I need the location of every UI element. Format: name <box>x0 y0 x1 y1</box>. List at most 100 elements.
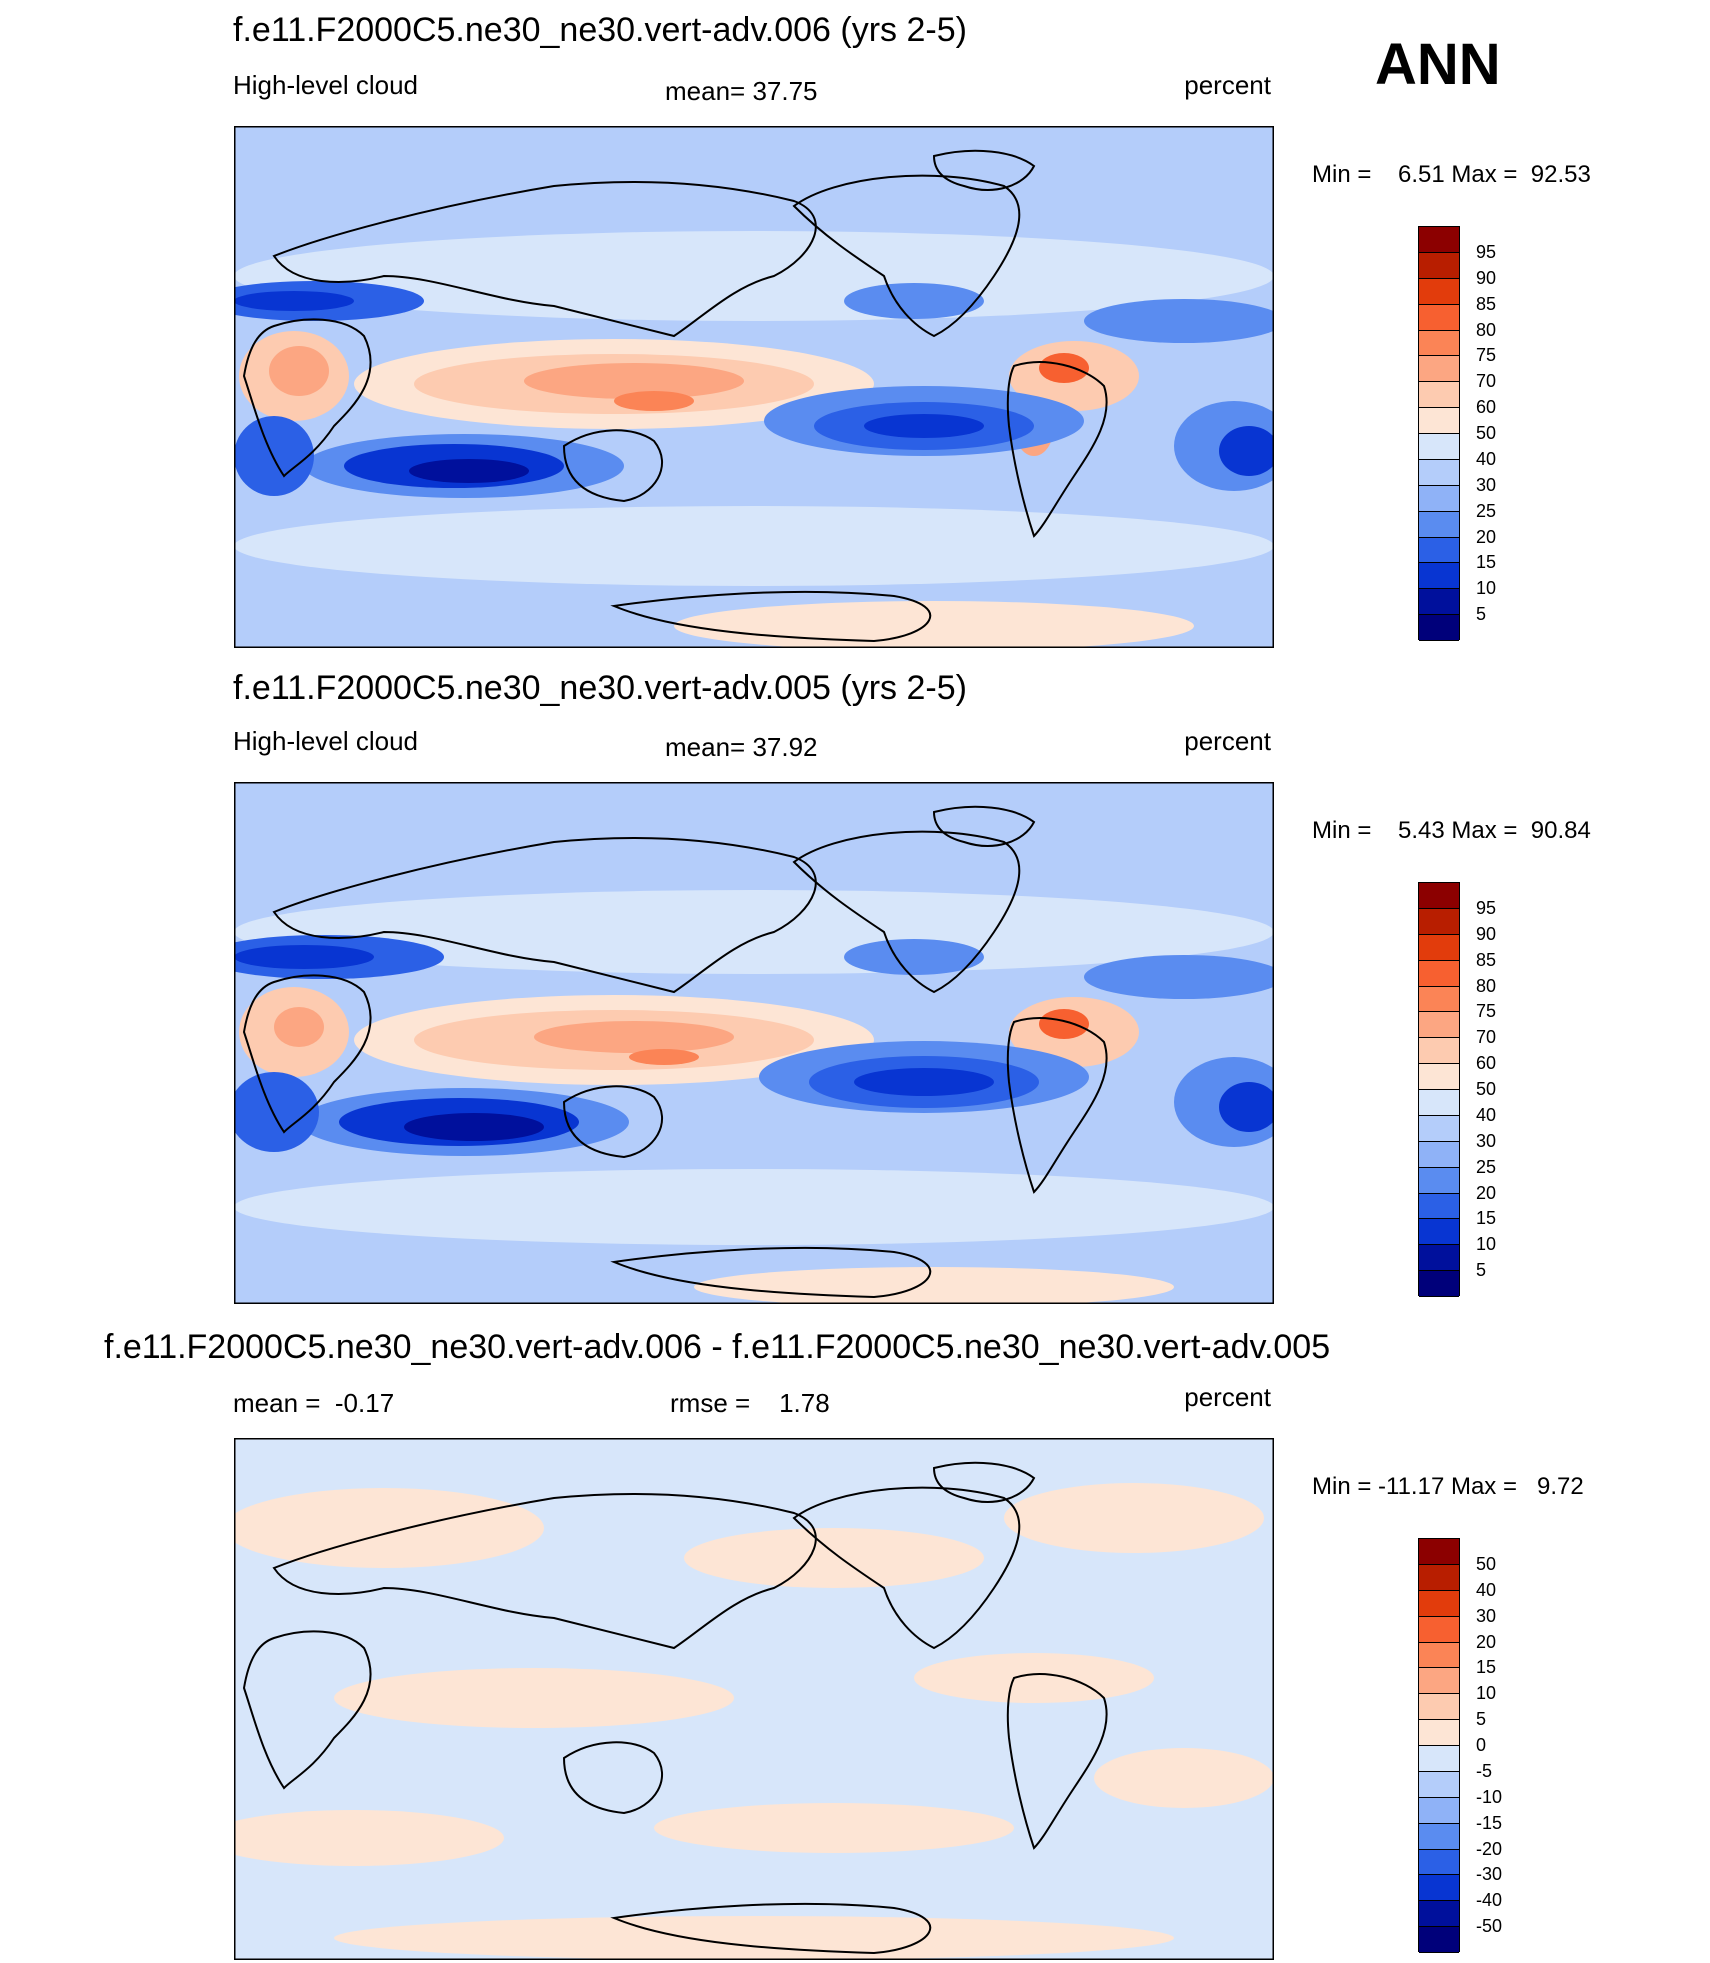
colorbar-swatch <box>1419 252 1459 279</box>
colorbar-tick-label: 75 <box>1476 345 1497 366</box>
season-label: ANN <box>1375 32 1501 97</box>
colorbar-tick-label: 85 <box>1476 949 1497 970</box>
panel1-map <box>234 126 1274 648</box>
colorbar-tick-label: 15 <box>1476 1657 1497 1678</box>
colorbar-tick-label: 80 <box>1476 975 1497 996</box>
colorbar-swatch <box>1419 1245 1459 1272</box>
colorbar-tick-label: 80 <box>1476 319 1497 340</box>
colorbar-tick-label: 5 <box>1476 1709 1487 1730</box>
panel3-mean: mean = -0.17 <box>233 1388 395 1418</box>
colorbar-swatch <box>1419 459 1459 486</box>
panel2-title: f.e11.F2000C5.ne30_ne30.vert-adv.005 (yr… <box>233 669 967 707</box>
colorbar-swatch <box>1419 1193 1459 1220</box>
panel1-mean: mean= 37.75 <box>665 76 818 106</box>
colorbar-tick-label: 20 <box>1476 1631 1497 1652</box>
colorbar-tick-label: 15 <box>1476 1208 1497 1229</box>
colorbar-tick-label: 30 <box>1476 1130 1497 1151</box>
colorbar-swatch <box>1419 356 1459 383</box>
colorbar-swatch <box>1419 1927 1459 1953</box>
colorbar-tick-label: 10 <box>1476 1683 1497 1704</box>
colorbar-swatch <box>1419 1090 1459 1116</box>
colorbar-tick-label: 90 <box>1476 923 1497 944</box>
colorbar-swatch <box>1419 1849 1459 1876</box>
colorbar-swatch <box>1419 1012 1459 1039</box>
colorbar-tick-label: 70 <box>1476 371 1497 392</box>
colorbar-tick-label: -50 <box>1476 1916 1503 1937</box>
colorbar-tick-label: 5 <box>1476 1260 1487 1281</box>
colorbar-swatch <box>1419 434 1459 460</box>
panel2-units: percent <box>1184 726 1271 756</box>
colorbar-tick-label: -30 <box>1476 1864 1503 1885</box>
colorbar-swatch <box>1419 1694 1459 1721</box>
colorbar-swatch <box>1419 563 1459 590</box>
colorbar-swatch <box>1419 485 1459 512</box>
colorbar-swatch <box>1419 1642 1459 1669</box>
colorbar-swatch <box>1419 1746 1459 1772</box>
colorbar-tick-label: 20 <box>1476 1182 1497 1203</box>
colorbar-tick-label: 10 <box>1476 1234 1497 1255</box>
panel1-colorbar <box>1418 226 1460 641</box>
colorbar-swatch <box>1419 908 1459 935</box>
colorbar-swatch <box>1419 1875 1459 1902</box>
colorbar-swatch <box>1419 1797 1459 1824</box>
colorbar-swatch <box>1419 1167 1459 1194</box>
panel2-left-text: High-level cloud <box>233 726 418 756</box>
colorbar-tick-label: 50 <box>1476 423 1497 443</box>
colorbar-swatch <box>1419 1271 1459 1297</box>
panel3-title: f.e11.F2000C5.ne30_ne30.vert-adv.006 - f… <box>104 1328 1331 1366</box>
colorbar-tick-label: -5 <box>1476 1760 1493 1781</box>
panel1-title: f.e11.F2000C5.ne30_ne30.vert-adv.006 (yr… <box>233 11 967 49</box>
colorbar-swatch <box>1419 1564 1459 1591</box>
panel2-map <box>234 782 1274 1304</box>
colorbar-tick-label: 30 <box>1476 1605 1497 1626</box>
colorbar-tick-label: 25 <box>1476 1156 1497 1177</box>
colorbar-tick-label: -40 <box>1476 1890 1503 1911</box>
colorbar-tick-label: -20 <box>1476 1838 1503 1859</box>
colorbar-tick-label: 60 <box>1476 1053 1497 1074</box>
colorbar-swatch <box>1419 883 1459 909</box>
panel3-colorbar <box>1418 1538 1460 1953</box>
colorbar-swatch <box>1419 227 1459 253</box>
colorbar-swatch <box>1419 1038 1459 1065</box>
panel1-minmax: Min = 6.51 Max = 92.53 <box>1312 161 1591 188</box>
colorbar-swatch <box>1419 960 1459 987</box>
colorbar-swatch <box>1419 615 1459 641</box>
panel2-mean: mean= 37.92 <box>665 732 818 762</box>
colorbar-tick-label: -15 <box>1476 1812 1503 1833</box>
colorbar-swatch <box>1419 1590 1459 1617</box>
colorbar-swatch <box>1419 1616 1459 1643</box>
colorbar-swatch <box>1419 986 1459 1013</box>
panel2-colorbar <box>1418 882 1460 1297</box>
colorbar-tick-label: 95 <box>1476 897 1497 918</box>
colorbar-tick-label: 30 <box>1476 474 1497 495</box>
colorbar-tick-label: 40 <box>1476 1579 1497 1600</box>
panel1-units: percent <box>1184 70 1271 100</box>
colorbar-swatch <box>1419 1720 1459 1746</box>
colorbar-swatch <box>1419 330 1459 357</box>
panel2-minmax: Min = 5.43 Max = 90.84 <box>1312 817 1591 844</box>
colorbar-swatch <box>1419 537 1459 564</box>
panel1-left-text: High-level cloud <box>233 70 418 100</box>
colorbar-swatch <box>1419 1539 1459 1565</box>
colorbar-tick-label: 5 <box>1476 604 1487 625</box>
colorbar-tick-label: 25 <box>1476 500 1497 521</box>
colorbar-tick-label: 0 <box>1476 1735 1487 1755</box>
colorbar-swatch <box>1419 589 1459 616</box>
colorbar-swatch <box>1419 1901 1459 1928</box>
colorbar-tick-label: 20 <box>1476 526 1497 547</box>
colorbar-tick-label: 10 <box>1476 578 1497 599</box>
panel3-rmse: rmse = 1.78 <box>670 1388 830 1418</box>
colorbar-swatch <box>1419 1823 1459 1850</box>
panel3-minmax: Min = -11.17 Max = 9.72 <box>1312 1473 1584 1500</box>
colorbar-swatch <box>1419 1141 1459 1168</box>
colorbar-swatch <box>1419 304 1459 331</box>
colorbar-tick-label: 70 <box>1476 1027 1497 1048</box>
colorbar-swatch <box>1419 1115 1459 1142</box>
colorbar-tick-label: 90 <box>1476 267 1497 288</box>
colorbar-tick-label: 75 <box>1476 1001 1497 1022</box>
colorbar-tick-label: 85 <box>1476 293 1497 314</box>
colorbar-tick-label: -10 <box>1476 1786 1503 1807</box>
colorbar-tick-label: 60 <box>1476 397 1497 418</box>
colorbar-swatch <box>1419 408 1459 434</box>
colorbar-swatch <box>1419 934 1459 961</box>
